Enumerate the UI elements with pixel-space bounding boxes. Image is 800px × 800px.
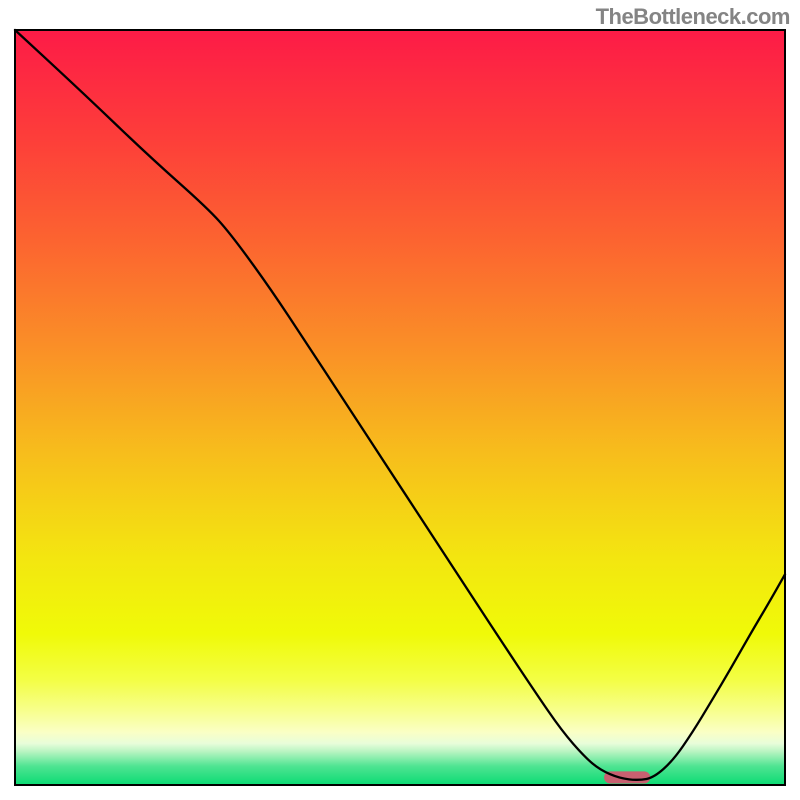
chart-container: TheBottleneck.com: [0, 0, 800, 800]
optimum-marker: [604, 771, 650, 783]
watermark-text: TheBottleneck.com: [596, 4, 790, 30]
gradient-background: [15, 30, 785, 785]
bottleneck-curve-chart: [0, 0, 800, 800]
